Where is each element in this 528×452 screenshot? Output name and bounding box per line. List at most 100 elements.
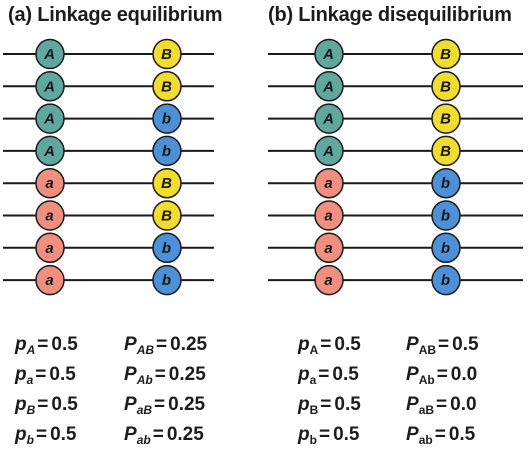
frequency-subscript: ab bbox=[418, 433, 433, 447]
frequency-value: 0.5 bbox=[50, 424, 77, 445]
equals-sign: = bbox=[154, 394, 166, 415]
equals-sign: = bbox=[434, 424, 446, 445]
equals-sign: = bbox=[438, 334, 450, 355]
panel-b-title: (b) Linkage disequilibrium bbox=[268, 4, 512, 26]
haplotype-frequency: PAB = 0.25 bbox=[124, 334, 207, 357]
allele-label: B bbox=[440, 46, 451, 63]
allele-circle bbox=[152, 71, 182, 102]
frequency-symbol: p bbox=[298, 424, 310, 445]
frequency-symbol: P bbox=[124, 364, 137, 385]
allele-circle bbox=[314, 200, 344, 231]
allele-label: a bbox=[45, 208, 53, 225]
frequency-subscript: Ab bbox=[418, 373, 435, 387]
allele-circle bbox=[431, 38, 461, 70]
allele-frequency: pa = 0.5 bbox=[298, 364, 359, 386]
equals-sign: = bbox=[436, 364, 448, 385]
allele-circle bbox=[152, 232, 182, 264]
frequency-symbol: P bbox=[124, 334, 137, 355]
allele-circle bbox=[152, 264, 182, 296]
allele-circle bbox=[35, 135, 65, 167]
equals-sign: = bbox=[35, 424, 48, 445]
frequency-symbol: P bbox=[124, 394, 137, 415]
frequency-value: 0.5 bbox=[448, 424, 476, 445]
frequency-value: 0.25 bbox=[168, 394, 206, 415]
allele-circle bbox=[431, 135, 461, 167]
frequency-symbol: p bbox=[298, 394, 310, 415]
allele-label: A bbox=[43, 111, 55, 128]
equals-sign: = bbox=[320, 334, 332, 355]
allele-circle bbox=[431, 232, 461, 264]
allele-label: A bbox=[322, 46, 334, 63]
allele-label: A bbox=[322, 143, 334, 160]
haplotype-frequency: PaB = 0.0 bbox=[406, 394, 477, 416]
allele-frequency: pa = 0.5 bbox=[15, 364, 76, 386]
equals-sign: = bbox=[320, 394, 332, 415]
frequency-subscript: aB bbox=[136, 403, 153, 417]
frequency-value: 0.25 bbox=[166, 424, 204, 445]
allele-circle bbox=[35, 167, 65, 199]
allele-label: B bbox=[161, 78, 172, 95]
frequency-value: 0.5 bbox=[49, 364, 76, 385]
frequency-subscript: AB bbox=[136, 343, 155, 357]
frequency-value: 0.5 bbox=[334, 394, 361, 415]
frequency-subscript: Ab bbox=[136, 373, 153, 387]
allele-circle bbox=[314, 167, 344, 199]
allele-label: a bbox=[45, 272, 53, 289]
frequency-subscript: ab bbox=[136, 433, 151, 447]
equals-sign: = bbox=[37, 394, 49, 415]
allele-label: B bbox=[440, 78, 451, 95]
allele-circle bbox=[35, 103, 65, 134]
allele-label: A bbox=[322, 78, 334, 95]
allele-label: b bbox=[162, 240, 171, 257]
allele-circle bbox=[314, 264, 344, 296]
equals-sign: = bbox=[37, 334, 49, 355]
frequency-value: 0.0 bbox=[450, 394, 477, 415]
allele-label: a bbox=[324, 208, 332, 225]
allele-circle bbox=[152, 135, 182, 167]
haplotype-frequency: Pab = 0.5 bbox=[406, 424, 476, 447]
frequency-symbol: P bbox=[406, 424, 419, 445]
allele-circle bbox=[35, 71, 65, 102]
allele-label: B bbox=[440, 143, 451, 160]
allele-circle bbox=[431, 71, 461, 102]
allele-label: b bbox=[441, 208, 450, 225]
allele-circle bbox=[35, 264, 65, 296]
allele-circle bbox=[35, 232, 65, 264]
allele-frequency: pB = 0.5 bbox=[15, 394, 78, 416]
frequency-symbol: P bbox=[406, 364, 419, 385]
haplotype-frequency: PAb = 0.25 bbox=[124, 364, 206, 387]
frequency-value: 0.5 bbox=[452, 334, 479, 355]
allele-circle bbox=[314, 135, 344, 167]
allele-label: a bbox=[324, 175, 332, 192]
haplotype-frequency: Pab = 0.25 bbox=[124, 424, 204, 447]
frequency-subscript: B bbox=[309, 403, 319, 417]
allele-label: a bbox=[324, 240, 332, 257]
frequency-value: 0.25 bbox=[168, 364, 206, 385]
haplotype-frequency: PaB = 0.25 bbox=[124, 394, 206, 417]
frequency-value: 0.5 bbox=[332, 364, 359, 385]
allele-circle bbox=[152, 200, 182, 231]
frequency-value: 0.5 bbox=[334, 334, 361, 355]
frequency-symbol: p bbox=[15, 424, 27, 445]
allele-label: B bbox=[440, 111, 451, 128]
allele-label: a bbox=[324, 272, 332, 289]
allele-label: B bbox=[161, 175, 172, 192]
panel-a-title: (a) Linkage equilibrium bbox=[8, 4, 223, 26]
frequency-symbol: P bbox=[406, 334, 419, 355]
equals-sign: = bbox=[318, 364, 330, 385]
allele-label: A bbox=[43, 143, 55, 160]
equals-sign: = bbox=[35, 364, 47, 385]
frequency-symbol: P bbox=[406, 394, 419, 415]
